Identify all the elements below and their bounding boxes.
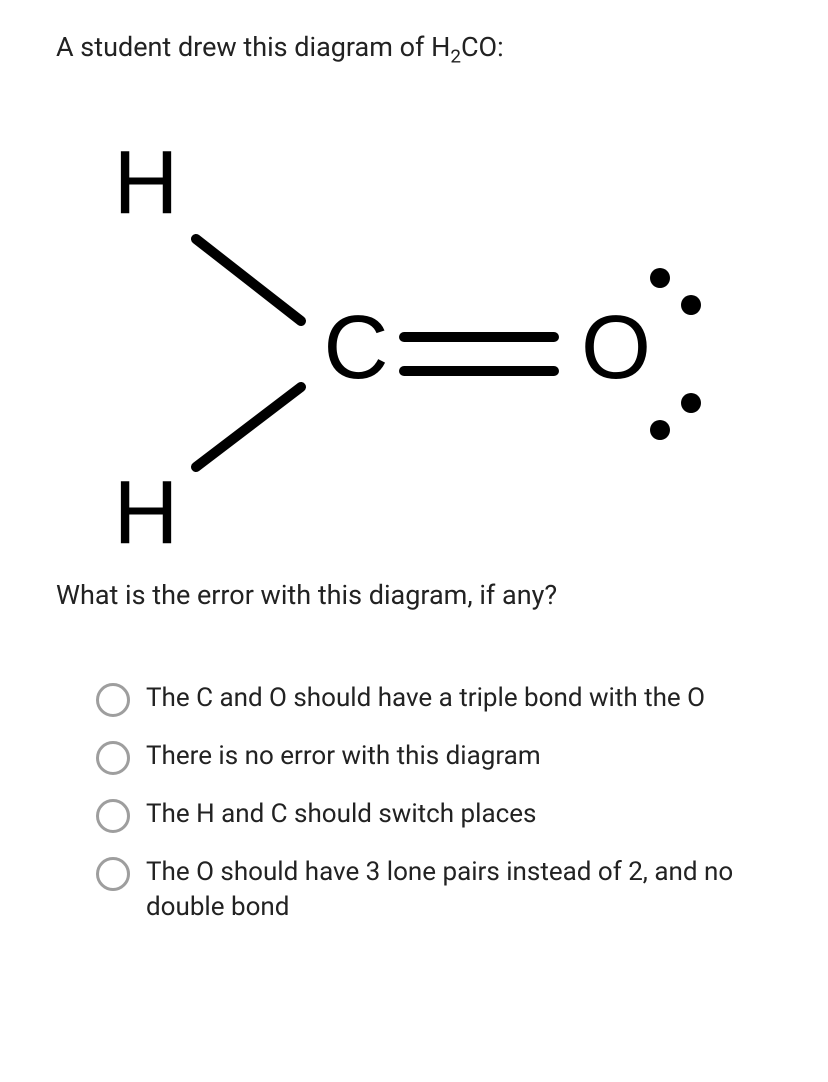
answer-options: The C and O should have a triple bond wi… — [56, 681, 778, 925]
question-text: A student drew this diagram of H2CO: — [56, 30, 778, 69]
followup-text: What is the error with this diagram, if … — [56, 579, 778, 611]
lone-pair-dot — [681, 295, 701, 315]
answer-option-1[interactable]: There is no error with this diagram — [96, 739, 778, 775]
atom-label-H_top: H — [114, 133, 179, 233]
question-suffix: CO: — [461, 31, 504, 63]
answer-option-label: The O should have 3 lone pairs instead o… — [146, 855, 778, 925]
atom-label-C: C — [324, 298, 389, 398]
atom-label-O: O — [581, 298, 651, 398]
answer-option-label: The C and O should have a triple bond wi… — [146, 681, 705, 716]
bond-line — [196, 239, 301, 321]
atom-label-H_bottom: H — [114, 463, 179, 549]
question-prefix: A student drew this diagram of H — [56, 31, 450, 63]
question-subscript: 2 — [450, 44, 461, 67]
answer-option-label: The H and C should switch places — [146, 797, 536, 832]
lone-pair-dot — [650, 420, 670, 440]
answer-option-0[interactable]: The C and O should have a triple bond wi… — [96, 681, 778, 717]
radio-icon[interactable] — [96, 741, 130, 775]
answer-option-3[interactable]: The O should have 3 lone pairs instead o… — [96, 855, 778, 925]
radio-icon[interactable] — [96, 683, 130, 717]
radio-icon[interactable] — [96, 857, 130, 891]
answer-option-label: There is no error with this diagram — [146, 739, 541, 774]
question-container: A student drew this diagram of H2CO: H H C… — [0, 0, 828, 977]
radio-icon[interactable] — [96, 799, 130, 833]
lone-pair-dot — [681, 393, 701, 413]
lone-pair-dot — [650, 268, 670, 288]
lewis-diagram: H H C O — [56, 89, 756, 549]
answer-option-2[interactable]: The H and C should switch places — [96, 797, 778, 833]
bond-line — [196, 387, 301, 467]
